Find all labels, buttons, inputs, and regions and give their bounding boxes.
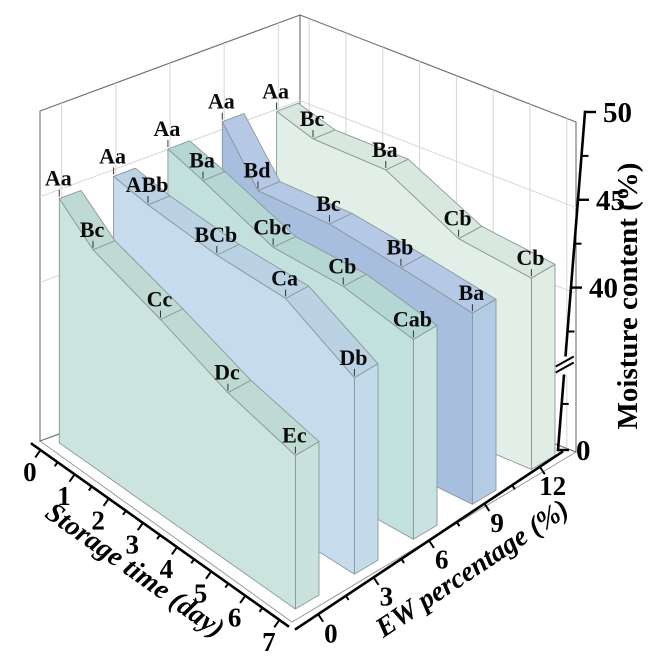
x-major-tick (171, 546, 178, 556)
y-major-tick (539, 466, 546, 475)
sig-label: Bd (244, 158, 271, 183)
sig-label: Ba (189, 148, 215, 173)
x-tick-label: 6 (228, 603, 242, 633)
sig-label: BCb (194, 222, 237, 247)
x-minor-tick (122, 510, 127, 516)
ribbon-end-cap (353, 363, 379, 575)
sig-label: Ba (372, 137, 398, 162)
ribbon-end-cap (412, 325, 438, 540)
y-major-tick (372, 576, 380, 586)
sig-label: Aa (99, 143, 126, 168)
sig-label: ABb (126, 172, 169, 197)
back-wall-z-gridline (299, 100, 577, 209)
sig-label: Cb (444, 206, 472, 231)
sig-label: Ca (271, 265, 298, 290)
y-tick-label: 6 (435, 545, 449, 575)
sig-label: Aa (262, 78, 289, 103)
ribbon-end-cap (294, 441, 320, 610)
y-minor-tick (511, 484, 516, 490)
x-tick-label: 7 (262, 627, 276, 657)
x-tick-label: 5 (194, 578, 208, 608)
x-tick-label: 1 (57, 481, 71, 511)
sig-label: Ec (282, 423, 307, 448)
sig-label: Bc (80, 217, 105, 242)
y-major-tick (483, 503, 491, 512)
z-tick-label: 40 (589, 273, 618, 305)
sig-label: Aa (208, 89, 235, 114)
y-major-tick (317, 613, 324, 623)
ribbon-end-cap (530, 263, 556, 470)
y-tick-label: 0 (324, 618, 338, 648)
x-tick-label: 2 (91, 505, 105, 535)
z-axis-line (556, 110, 587, 452)
y-minor-tick (455, 521, 461, 527)
z-axis-break-mark (555, 355, 575, 368)
ribbon-front-face (58, 198, 296, 610)
x-minor-tick (156, 534, 161, 540)
y-minor-tick (345, 595, 350, 601)
z-tick-label: 45 (596, 185, 625, 217)
sig-label: Bb (386, 235, 413, 260)
z-tick-label: 0 (576, 435, 591, 467)
y-tick-label: 12 (539, 471, 566, 501)
x-major-tick (273, 619, 281, 628)
y-minor-tick (400, 558, 405, 564)
x-major-tick (102, 498, 110, 507)
sig-label: Aa (153, 116, 180, 141)
x-minor-tick (190, 558, 195, 564)
sig-label: Cab (393, 306, 432, 331)
x-minor-tick (53, 461, 59, 467)
sig-label: Cb (516, 245, 544, 270)
sig-label: Aa (45, 166, 72, 191)
y-tick-label: 9 (490, 508, 504, 538)
x-major-tick (68, 473, 76, 483)
x-major-tick (205, 570, 213, 580)
z-tick-label: 50 (603, 97, 632, 129)
x-major-tick (239, 595, 247, 604)
z-axis-break-mark (555, 361, 575, 374)
sig-label: Bc (300, 106, 325, 131)
sig-label: Cbc (253, 214, 291, 239)
y-tick-label: 3 (380, 582, 394, 612)
y-major-tick (428, 539, 435, 549)
x-minor-tick (88, 485, 93, 492)
sig-label: Cb (328, 254, 356, 279)
z-axis: 0 40 45 50 Moisture content (%) (555, 97, 644, 467)
x-major-tick (34, 449, 42, 458)
x-minor-tick (258, 607, 264, 613)
x-minor-tick (224, 582, 230, 589)
x-tick-label: 0 (23, 457, 37, 487)
sig-label: Cc (147, 287, 173, 312)
ribbons (58, 102, 556, 610)
x-tick-label: 3 (126, 530, 140, 560)
sig-label: Db (339, 345, 367, 370)
x-major-tick (136, 522, 144, 531)
sig-label: Dc (214, 360, 240, 385)
ribbon-end-cap (471, 298, 497, 505)
sig-label: Bc (316, 191, 341, 216)
sig-label: Ba (459, 280, 485, 305)
z-axis-title: Moisture content (%) (612, 163, 644, 430)
x-tick-label: 4 (160, 554, 174, 584)
significance-labels: AaBcCcDcEcAaABbBCbCaDbAaBaCbcCbCabAaBdBc… (45, 78, 544, 454)
ribbon-ew-0 (58, 189, 320, 610)
